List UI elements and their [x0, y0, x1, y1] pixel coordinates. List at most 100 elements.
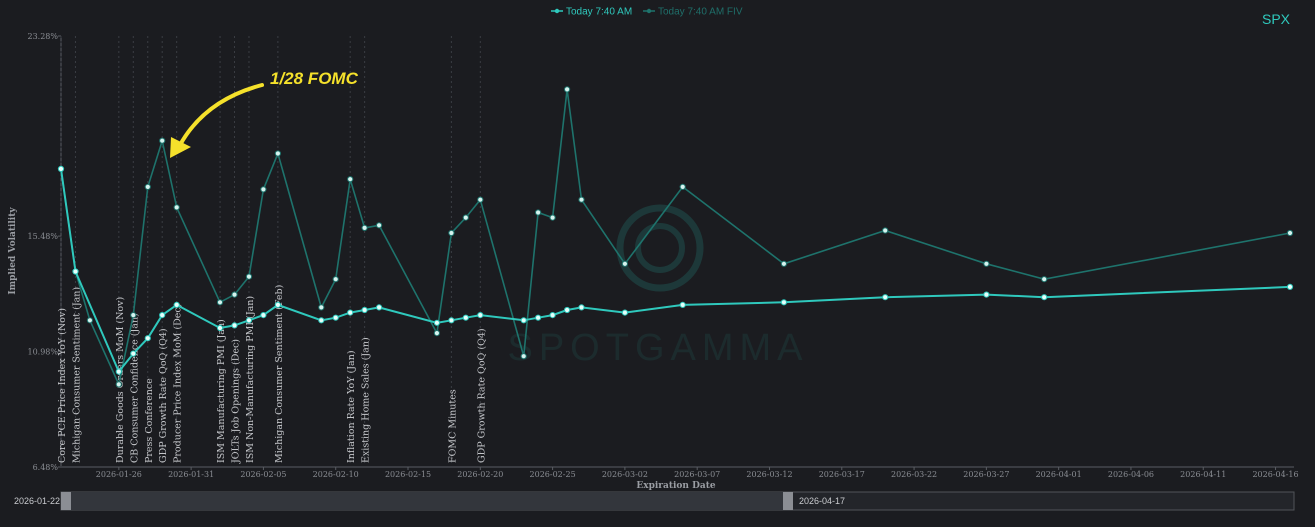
x-tick-labels: 2026-01-26 2026-01-31 2026-02-05 2026-02-10… [96, 467, 1299, 479]
data-point[interactable] [535, 314, 542, 321]
data-point[interactable] [1041, 294, 1048, 301]
data-point[interactable] [159, 312, 166, 319]
legend: Today 7:40 AM Today 7:40 AM FIV [551, 7, 743, 18]
data-point[interactable] [1041, 276, 1048, 283]
data-point[interactable] [520, 317, 527, 324]
data-point[interactable] [376, 222, 383, 229]
range-start-label: 2026-01-22 [14, 496, 60, 506]
data-point[interactable] [274, 301, 281, 308]
data-point[interactable] [983, 291, 990, 298]
data-point[interactable] [216, 299, 224, 306]
series-fiv [57, 86, 1294, 388]
event-label: ISM Non-Manufacturing PMI (Jan) [245, 296, 256, 463]
event-label: GDP Growth Rate QoQ (Q4) [158, 328, 169, 463]
data-point[interactable] [780, 299, 788, 306]
legend-label-today: Today 7:40 AM [566, 7, 632, 18]
data-point[interactable] [477, 196, 484, 203]
data-point[interactable] [361, 306, 368, 314]
legend-item-fiv[interactable]: Today 7:40 AM FIV [643, 7, 743, 18]
data-point[interactable] [231, 322, 238, 329]
data-point[interactable] [1286, 229, 1294, 237]
data-point[interactable] [549, 214, 556, 221]
data-point[interactable] [679, 301, 686, 308]
y-tick-label: 23.28% [27, 32, 58, 41]
data-point[interactable] [231, 291, 238, 298]
data-point[interactable] [130, 312, 137, 319]
data-point[interactable] [347, 176, 354, 183]
event-label: FOMC Minutes [447, 389, 458, 463]
data-point[interactable] [376, 304, 383, 311]
data-point[interactable] [882, 294, 889, 301]
data-point[interactable] [621, 260, 629, 267]
data-point[interactable] [144, 183, 151, 190]
data-point[interactable] [332, 314, 339, 321]
y-tick-label: 6.48% [33, 463, 59, 472]
x-tick-label: 2026-02-25 [530, 470, 576, 479]
event-label: GDP Growth Rate QoQ (Q4) [476, 328, 487, 463]
data-point[interactable] [433, 319, 440, 326]
data-point[interactable] [245, 317, 253, 324]
event-label: Existing Home Sales (Jan) [361, 337, 372, 463]
legend-item-today[interactable]: Today 7:40 AM [551, 7, 632, 18]
data-point[interactable] [578, 196, 585, 203]
data-point[interactable] [477, 312, 484, 319]
event-label: CB Consumer Confidence (Jan) [129, 313, 140, 463]
data-point[interactable] [72, 268, 79, 275]
data-point[interactable] [621, 309, 629, 316]
data-point[interactable] [520, 353, 527, 360]
data-point[interactable] [245, 273, 253, 280]
data-point[interactable] [318, 304, 325, 311]
data-point[interactable] [549, 312, 556, 319]
data-point[interactable] [115, 368, 122, 375]
data-point[interactable] [216, 324, 224, 332]
range-start-handle[interactable] [61, 492, 71, 510]
spotgamma-watermark: SPOTGAMMA [507, 204, 803, 369]
range-end-handle[interactable] [783, 492, 793, 510]
y-tick-label: 10.98% [27, 348, 58, 357]
x-tick-label: 2026-04-01 [1036, 470, 1082, 479]
data-point[interactable] [535, 209, 542, 216]
annotation-arrowhead-icon [170, 137, 191, 158]
data-point[interactable] [361, 224, 368, 231]
data-point[interactable] [564, 306, 571, 314]
x-axis-title: Expiration Date [636, 481, 716, 491]
data-point[interactable] [462, 314, 469, 321]
event-label: JOLTs Job Openings (Dec) [231, 339, 242, 464]
legend-label-fiv: Today 7:40 AM FIV [658, 7, 743, 18]
x-tick-label: 2026-02-15 [385, 470, 431, 479]
data-point[interactable] [578, 304, 585, 311]
data-point[interactable] [882, 227, 889, 234]
data-point[interactable] [86, 317, 94, 324]
data-point[interactable] [1286, 283, 1294, 290]
data-point[interactable] [130, 350, 137, 357]
data-point[interactable] [159, 137, 166, 144]
range-window[interactable] [67, 492, 788, 510]
data-point[interactable] [274, 150, 281, 157]
data-point[interactable] [448, 317, 455, 324]
event-label: Press Conference [144, 378, 155, 463]
data-point[interactable] [332, 276, 339, 283]
data-point[interactable] [448, 229, 455, 237]
data-point[interactable] [260, 186, 267, 193]
data-point[interactable] [173, 301, 180, 308]
data-point[interactable] [347, 309, 354, 316]
data-point[interactable] [433, 330, 440, 337]
data-point[interactable] [173, 204, 180, 211]
data-point[interactable] [983, 260, 990, 267]
annotation-label: 1/28 FOMC [270, 69, 359, 88]
annotation-arrow-icon [178, 83, 264, 147]
data-point[interactable] [780, 260, 788, 267]
event-label: Michigan Consumer Sentiment (Jan) [71, 287, 82, 463]
data-point[interactable] [57, 165, 65, 172]
data-point[interactable] [462, 214, 469, 221]
data-point[interactable] [564, 86, 571, 93]
data-point[interactable] [679, 183, 686, 190]
event-label: Producer Price Index MoM (Dec) [173, 304, 184, 463]
data-point[interactable] [115, 381, 122, 388]
range-selector[interactable]: 2026-01-22 2026-04-17 [14, 491, 1295, 511]
x-tick-label: 2026-04-11 [1180, 470, 1226, 479]
event-label: Inflation Rate YoY (Jan) [346, 350, 357, 463]
data-point[interactable] [144, 335, 151, 342]
data-point[interactable] [260, 312, 267, 319]
data-point[interactable] [318, 317, 325, 324]
